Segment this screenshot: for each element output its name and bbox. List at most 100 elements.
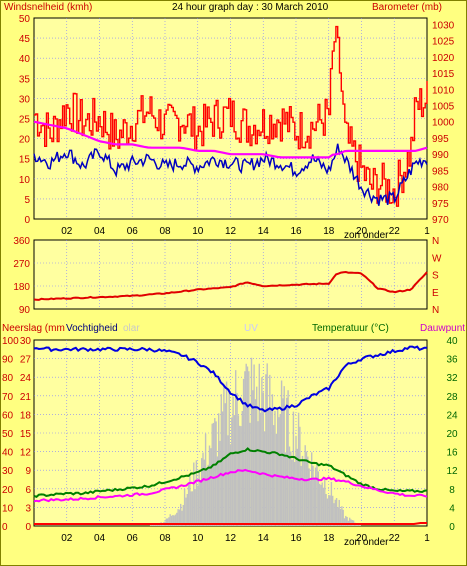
wind-tick-label: 20 (19, 135, 31, 146)
rain-tick-label: 10 (2, 503, 14, 514)
rain-tick-label: 50 (2, 429, 14, 440)
rain-tick-label: 30 (2, 466, 14, 477)
wind-tick-label: 10 (19, 175, 31, 186)
temp-tick-label: 28 (446, 392, 458, 403)
temp-tick-label: 8 (449, 485, 455, 496)
p1-x-tick-label: 08 (159, 226, 171, 237)
rain-line (34, 522, 427, 525)
solar-tick-label: 9 (25, 466, 31, 477)
p3-x-tick-label: 14 (258, 533, 270, 544)
temp-tick-label: 0 (449, 522, 455, 533)
p3-x-tick-label: 10 (192, 533, 204, 544)
p1-x-tick-label: 18 (323, 226, 335, 237)
baro-tick-label: 975 (432, 199, 449, 210)
solar-tick-label: 0 (25, 522, 31, 533)
temp-tick-label: 12 (446, 466, 458, 477)
compass-tick-label: E (432, 288, 439, 299)
wind-tick-label: 35 (19, 74, 31, 85)
baro-tick-label: 985 (432, 166, 449, 177)
compass-tick-label: W (432, 253, 442, 264)
direction-tick-label: 180 (13, 282, 30, 293)
wind-tick-label: 30 (19, 94, 31, 105)
temperature-axis-title: Temperatuur (°C) (312, 323, 389, 334)
p3-x-end-label: 1 (424, 533, 430, 544)
temp-tick-label: 4 (449, 503, 455, 514)
temp-tick-label: 20 (446, 429, 458, 440)
p1-x-tick-label: 14 (258, 226, 270, 237)
wind-average-line (33, 143, 428, 206)
humidity-line (33, 345, 427, 413)
p1-x-tick-label: 22 (389, 226, 401, 237)
chart-title: 24 hour graph day : 30 March 2010 (172, 2, 329, 13)
solar-tick-label: 24 (20, 373, 32, 384)
rain-tick-label: 90 (2, 355, 14, 366)
solar-tick-label: 15 (20, 429, 32, 440)
temp-tick-label: 40 (446, 336, 458, 347)
baro-tick-label: 995 (432, 134, 449, 145)
p3-x-tick-label: 08 (159, 533, 171, 544)
direction-tick-label: 360 (13, 236, 30, 247)
temp-tick-label: 32 (446, 373, 458, 384)
baro-tick-label: 1000 (432, 118, 455, 129)
rain-tick-label: 0 (2, 522, 8, 533)
p1-x-tick-label: 06 (127, 226, 139, 237)
wind-tick-label: 25 (19, 115, 31, 126)
direction-tick-label: 90 (19, 305, 31, 316)
p3-x-tick-label: 22 (389, 533, 401, 544)
compass-tick-label: S (432, 271, 439, 282)
rain-tick-label: 80 (2, 373, 14, 384)
baro-tick-label: 980 (432, 183, 449, 194)
p1-x-tick-label: 20 (356, 226, 368, 237)
p1-x-end-label: 1 (424, 226, 430, 237)
solar-tick-label: 18 (20, 410, 32, 421)
baro-tick-label: 1020 (432, 53, 455, 64)
dewpoint-line (33, 468, 428, 503)
p3-x-tick-label: 20 (356, 533, 368, 544)
wind-tick-label: 0 (24, 215, 30, 226)
rain-axis-title: Neerslag (mm (2, 323, 65, 334)
p1-x-tick-label: 10 (192, 226, 204, 237)
wind-tick-label: 40 (19, 54, 31, 65)
rain-tick-label: 100 (2, 336, 19, 347)
barometer-line (33, 120, 428, 159)
temp-tick-label: 24 (446, 410, 458, 421)
p3-x-tick-label: 12 (225, 533, 237, 544)
grid-lines (34, 18, 427, 526)
p3-x-tick-label: 06 (127, 533, 139, 544)
compass-tick-label: N (432, 305, 439, 316)
p1-x-tick-label: 12 (225, 226, 237, 237)
p1-x-tick-label: 16 (290, 226, 302, 237)
temp-tick-label: 36 (446, 355, 458, 366)
p1-x-tick-label: 02 (61, 226, 73, 237)
solar-tick-label: 3 (25, 503, 31, 514)
compass-tick-label: N (432, 236, 439, 247)
rain-tick-label: 60 (2, 410, 14, 421)
p3-x-tick-label: 16 (290, 533, 302, 544)
solar-axis-title: olar (123, 323, 140, 334)
wind-direction-line (33, 270, 428, 301)
baro-tick-label: 1005 (432, 102, 455, 113)
solar-tick-label: 6 (25, 485, 31, 496)
solar-tick-label: 27 (20, 355, 32, 366)
wind-tick-label: 15 (19, 155, 31, 166)
temp-tick-label: 16 (446, 448, 458, 459)
solar-tick-label: 12 (20, 448, 32, 459)
barometer-axis-title: Barometer (mb) (372, 2, 442, 13)
baro-tick-label: 1015 (432, 69, 455, 80)
wind-tick-label: 50 (19, 14, 31, 25)
p3-x-tick-label: 04 (94, 533, 106, 544)
uv-axis-title: UV (244, 323, 258, 334)
rain-tick-label: 40 (2, 448, 14, 459)
solar-tick-label: 30 (20, 336, 32, 347)
baro-tick-label: 1025 (432, 37, 455, 48)
rain-tick-label: 70 (2, 392, 14, 403)
solar-tick-label: 21 (20, 392, 32, 403)
wind-gust-line (34, 25, 428, 207)
baro-tick-label: 990 (432, 150, 449, 161)
baro-tick-label: 1010 (432, 85, 455, 96)
series-layer (33, 25, 428, 526)
sunset-note-1: zon onder (344, 230, 389, 241)
humidity-axis-title: Vochtigheid (66, 323, 118, 334)
